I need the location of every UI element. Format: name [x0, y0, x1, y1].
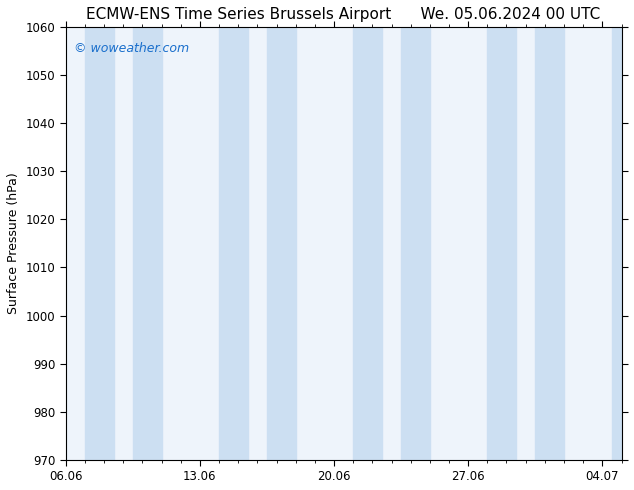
Bar	[133, 27, 162, 460]
Bar	[267, 27, 295, 460]
Text: © woweather.com: © woweather.com	[74, 43, 189, 55]
Bar	[612, 27, 634, 460]
Title: ECMW-ENS Time Series Brussels Airport      We. 05.06.2024 00 UTC: ECMW-ENS Time Series Brussels Airport We…	[86, 7, 600, 22]
Bar	[401, 27, 430, 460]
Bar	[353, 27, 382, 460]
Bar	[219, 27, 248, 460]
Bar	[488, 27, 516, 460]
Bar	[85, 27, 113, 460]
Y-axis label: Surface Pressure (hPa): Surface Pressure (hPa)	[7, 172, 20, 314]
Bar	[535, 27, 564, 460]
